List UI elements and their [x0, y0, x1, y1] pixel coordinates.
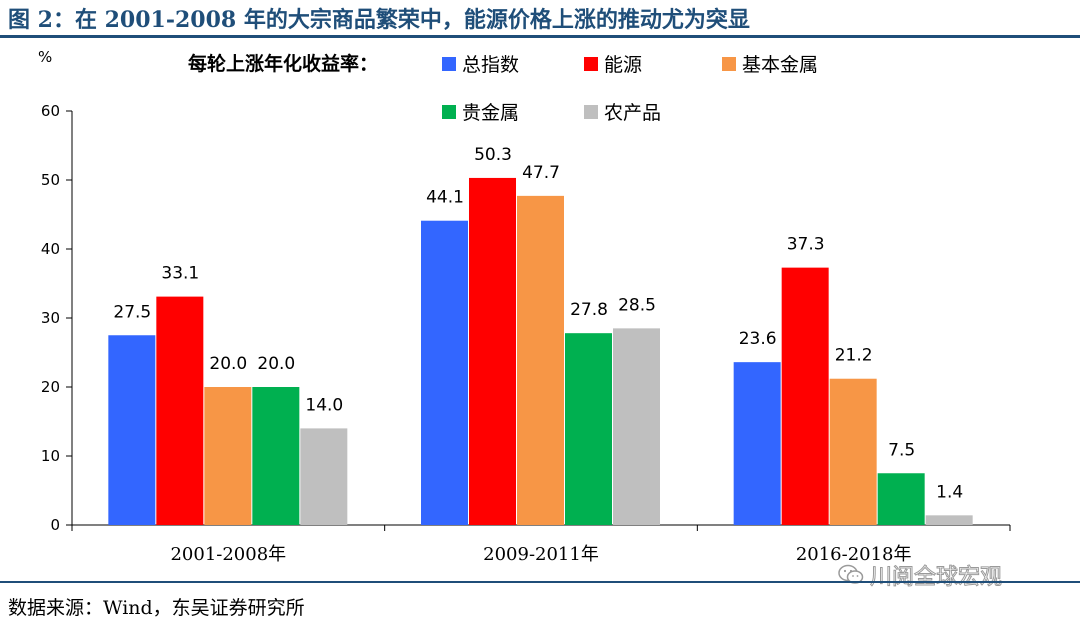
data-label: 27.8	[570, 300, 608, 320]
data-source: 数据来源：Wind，东吴证券研究所	[8, 597, 305, 619]
legend-swatch	[584, 105, 598, 119]
bar-能源-2001-2008年	[156, 296, 204, 525]
legend-swatch	[442, 105, 456, 119]
chart-bars	[108, 177, 973, 525]
y-tick-label: 20	[41, 378, 60, 396]
bar-能源-2009-2011年	[469, 177, 516, 525]
bar-基本金属-2016-2018年	[829, 378, 877, 525]
data-label: 37.3	[787, 235, 825, 255]
bar-基本金属-2001-2008年	[204, 387, 252, 525]
y-tick-label: 40	[41, 240, 60, 258]
chart-data-labels: 27.5 33.1 20.0 20.0 14.0 44.1 50.3 47.7 27.8 28.5…	[113, 145, 963, 502]
wechat-icon	[838, 564, 864, 584]
y-tick-label: 60	[41, 102, 60, 120]
data-label: 20.0	[257, 354, 295, 374]
watermark: 川阅全球宏观	[838, 559, 1003, 591]
data-label: 14.0	[305, 395, 343, 415]
legend-swatch	[584, 57, 598, 71]
bar-能源-2016-2018年	[781, 267, 829, 525]
legend-item-label: 总指数	[462, 54, 519, 76]
bar-基本金属-2009-2011年	[517, 195, 564, 525]
y-tick-label: 10	[41, 447, 60, 465]
data-label: 20.0	[209, 354, 247, 374]
data-label: 7.5	[888, 440, 915, 460]
bar-贵金属-2009-2011年	[565, 333, 612, 525]
y-axis-unit: %	[38, 48, 52, 66]
bar-贵金属-2001-2008年	[252, 387, 300, 525]
data-label: 27.5	[113, 302, 151, 322]
x-category-label: 2009-2011年	[483, 544, 599, 565]
bar-总指数-2009-2011年	[421, 220, 468, 525]
data-label: 28.5	[618, 295, 656, 315]
data-label: 33.1	[161, 264, 199, 284]
bar-总指数-2001-2008年	[108, 335, 156, 525]
bar-总指数-2016-2018年	[733, 362, 781, 525]
figure-title: 图 2：在 2001-2008 年的大宗商品繁荣中，能源价格上涨的推动尤为突显	[8, 7, 750, 33]
legend-swatch	[722, 57, 736, 71]
bar-chart: % 0 10 20 30 40 50 60 2001-2008年 2009-2011年 2016-2…	[38, 48, 1011, 565]
y-tick-label: 50	[41, 171, 60, 189]
legend-title: 每轮上涨年化收益率：	[188, 52, 378, 75]
legend-item-label: 基本金属	[742, 54, 818, 76]
x-category-label: 2016-2018年	[796, 544, 912, 565]
y-tick-label: 30	[41, 309, 60, 327]
bar-贵金属-2016-2018年	[877, 473, 925, 525]
x-category-label: 2001-2008年	[170, 544, 286, 565]
chart-container: % 0 10 20 30 40 50 60 2001-2008年 2009-2011年 2016-2…	[0, 38, 1080, 583]
data-label: 23.6	[739, 329, 777, 349]
data-label: 1.4	[936, 482, 963, 502]
data-label: 47.7	[522, 163, 560, 183]
y-tick-label: 0	[50, 516, 60, 534]
bar-农产品-2009-2011年	[613, 328, 660, 525]
title-bar: 图 2：在 2001-2008 年的大宗商品繁荣中，能源价格上涨的推动尤为突显	[0, 0, 1080, 38]
legend-swatch	[442, 57, 456, 71]
chart-axes: % 0 10 20 30 40 50 60 2001-2008年 2009-2011年 2016-2…	[38, 48, 1011, 565]
bar-农产品-2016-2018年	[925, 515, 973, 525]
data-label: 44.1	[426, 188, 464, 208]
legend-item-label: 农产品	[604, 102, 661, 124]
legend-item-label: 能源	[604, 54, 642, 76]
watermark-text: 川阅全球宏观	[869, 565, 1003, 591]
data-label: 21.2	[835, 346, 873, 366]
source-bar: 数据来源：Wind，东吴证券研究所	[0, 581, 1080, 623]
bar-农产品-2001-2008年	[300, 428, 348, 525]
data-label: 50.3	[474, 145, 512, 165]
legend-item-label: 贵金属	[462, 102, 519, 124]
